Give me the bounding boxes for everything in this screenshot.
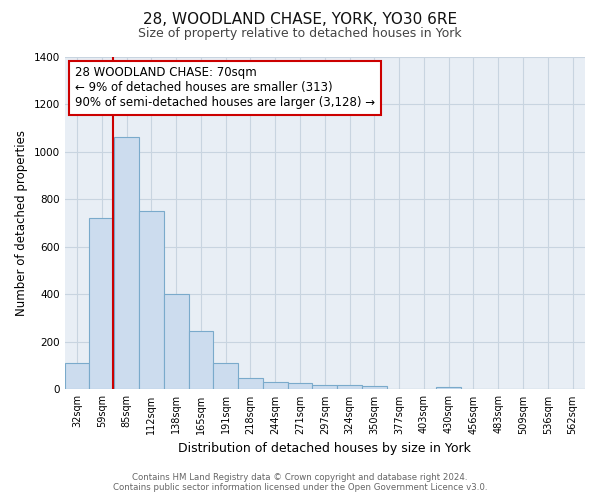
X-axis label: Distribution of detached houses by size in York: Distribution of detached houses by size …: [178, 442, 471, 455]
Bar: [362, 386, 387, 390]
Y-axis label: Number of detached properties: Number of detached properties: [15, 130, 28, 316]
Bar: [65, 364, 89, 390]
Bar: [89, 218, 114, 390]
Bar: [238, 378, 263, 390]
Bar: [139, 211, 164, 390]
Bar: [436, 386, 461, 390]
Text: 28, WOODLAND CHASE, YORK, YO30 6RE: 28, WOODLAND CHASE, YORK, YO30 6RE: [143, 12, 457, 28]
Bar: [337, 384, 362, 390]
Bar: [114, 138, 139, 390]
Bar: [214, 364, 238, 390]
Bar: [188, 331, 214, 390]
Text: Size of property relative to detached houses in York: Size of property relative to detached ho…: [138, 28, 462, 40]
Bar: [164, 294, 188, 390]
Bar: [263, 382, 287, 390]
Bar: [287, 384, 313, 390]
Text: Contains HM Land Registry data © Crown copyright and database right 2024.
Contai: Contains HM Land Registry data © Crown c…: [113, 473, 487, 492]
Bar: [313, 384, 337, 390]
Text: 28 WOODLAND CHASE: 70sqm
← 9% of detached houses are smaller (313)
90% of semi-d: 28 WOODLAND CHASE: 70sqm ← 9% of detache…: [75, 66, 375, 110]
